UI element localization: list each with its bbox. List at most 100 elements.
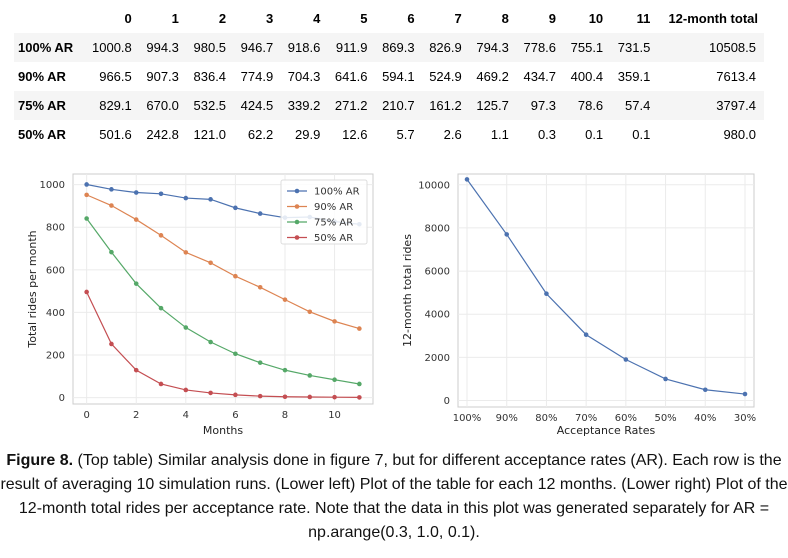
series-line [86, 218, 360, 385]
table-cell: 5.7 [396, 127, 415, 142]
series-line [86, 194, 360, 330]
y-axis-label: 12-month total rides [401, 234, 414, 347]
legend-marker [294, 219, 300, 225]
data-point [208, 390, 213, 396]
x-tick-label: 8 [282, 410, 288, 421]
table-cell: 0.1 [632, 127, 651, 142]
legend-marker [294, 235, 300, 240]
data-point [158, 233, 164, 238]
data-point [307, 394, 313, 400]
table-cell: 966.5 [99, 69, 132, 84]
table-cell: 0.1 [585, 127, 604, 142]
table-cell: 400.4 [570, 69, 604, 84]
table-cell: 641.6 [334, 69, 368, 84]
data-point [307, 373, 313, 378]
table-cell: 980.5 [193, 40, 227, 55]
table-cell: 12.6 [342, 127, 368, 142]
legend-box [280, 179, 368, 245]
column-header: 6 [407, 11, 415, 26]
x-axis-label: Acceptance Rates [557, 424, 656, 437]
data-point [332, 319, 337, 324]
column-header: 2 [218, 11, 227, 26]
table-cell: 62.2 [247, 127, 274, 142]
caption-text: (Top table) Similar analysis done in fig… [0, 452, 788, 541]
data-point [208, 339, 213, 345]
data-point [133, 367, 139, 373]
data-point [233, 351, 238, 357]
monthly-rides-line-chart: 0 2 4 6 8 10 0 200 400 600 800 1000 Months Total ride… [26, 173, 374, 437]
table-cell: 10508.5 [709, 40, 756, 55]
data-point [183, 250, 189, 255]
table-cell: 0.3 [537, 127, 557, 142]
table-cell: 755.1 [570, 40, 604, 55]
data-point [183, 325, 189, 330]
total-rides-line-chart: 100% 90% 80% 70% 60% 50% 40% 30% 0 2000 4000 6000 80… [401, 173, 756, 437]
table-cell: 125.7 [476, 98, 509, 113]
table-row: 75% AR 829.1 670.0 532.5 424.5 339.2 271.2 210.… [14, 91, 764, 120]
data-point [282, 394, 288, 400]
table-cell: 359.1 [617, 69, 651, 84]
y-tick-label: 200 [46, 351, 65, 362]
table-cell: 918.6 [287, 40, 321, 55]
data-point [133, 190, 139, 195]
table-cell: 339.2 [287, 98, 321, 113]
data-point [257, 360, 263, 365]
legend-entry: 100% AR [314, 187, 360, 198]
table-cell: 869.3 [382, 40, 415, 55]
x-tick-label: 0 [83, 410, 89, 421]
column-header [14, 4, 83, 33]
row-label: 75% AR [18, 98, 66, 113]
data-point [544, 291, 549, 297]
data-point [332, 377, 337, 383]
data-point [233, 205, 238, 211]
x-tick-label: 4 [183, 410, 189, 421]
data-point [282, 297, 288, 302]
table-cell: 594.1 [382, 69, 415, 84]
y-tick-label: 800 [46, 223, 65, 234]
row-label: 50% AR [18, 127, 66, 142]
series-line [466, 179, 746, 395]
table-row: 90% AR 966.5 907.3 836.4 774.9 704.3 641.6 594.… [14, 62, 764, 91]
figure-label: Figure 8. [6, 452, 74, 469]
data-point [109, 203, 114, 208]
data-point [233, 273, 238, 279]
table-cell: 1.1 [490, 127, 509, 142]
y-tick-label: 2000 [425, 353, 450, 364]
column-header: 0 [124, 11, 132, 26]
column-header: 5 [360, 11, 368, 26]
y-tick-label: 10000 [418, 180, 450, 191]
table-cell: 242.8 [146, 127, 179, 142]
data-point [257, 211, 263, 216]
x-tick-label: 60% [615, 413, 637, 424]
table-cell: 7613.4 [716, 69, 756, 84]
column-header: 9 [548, 11, 557, 26]
data-point [133, 217, 139, 222]
table-cell: 994.3 [146, 40, 179, 55]
data-point [623, 357, 629, 362]
table-cell: 3797.4 [716, 98, 756, 113]
data-point [158, 381, 164, 387]
x-tick-label: 10 [328, 410, 341, 421]
x-tick-label: 30% [734, 413, 756, 424]
x-tick-label: 50% [654, 413, 676, 424]
column-header: 1 [171, 11, 179, 26]
table-cell: 836.4 [193, 69, 227, 84]
table-cell: 1000.8 [92, 40, 132, 55]
table-row: 100% AR 1000.8 994.3 980.5 946.7 918.6 911.9 86… [14, 33, 764, 62]
data-point [109, 341, 114, 347]
data-point [357, 381, 362, 387]
table-body: 100% AR 1000.8 994.3 980.5 946.7 918.6 911.9 86… [14, 33, 764, 149]
data-point [233, 392, 238, 398]
y-tick-label: 600 [46, 265, 65, 276]
data-point [742, 391, 748, 397]
data-point [357, 395, 362, 400]
legend-marker [294, 188, 300, 194]
data-point [84, 216, 89, 221]
series-line [86, 291, 360, 398]
legend-entry: 75% AR [314, 218, 353, 229]
y-axis-label: Total rides per month [26, 230, 39, 348]
data-point [504, 232, 510, 237]
table-cell: 731.5 [617, 40, 651, 55]
table-cell: 2.6 [443, 127, 462, 142]
data-point [257, 284, 263, 290]
